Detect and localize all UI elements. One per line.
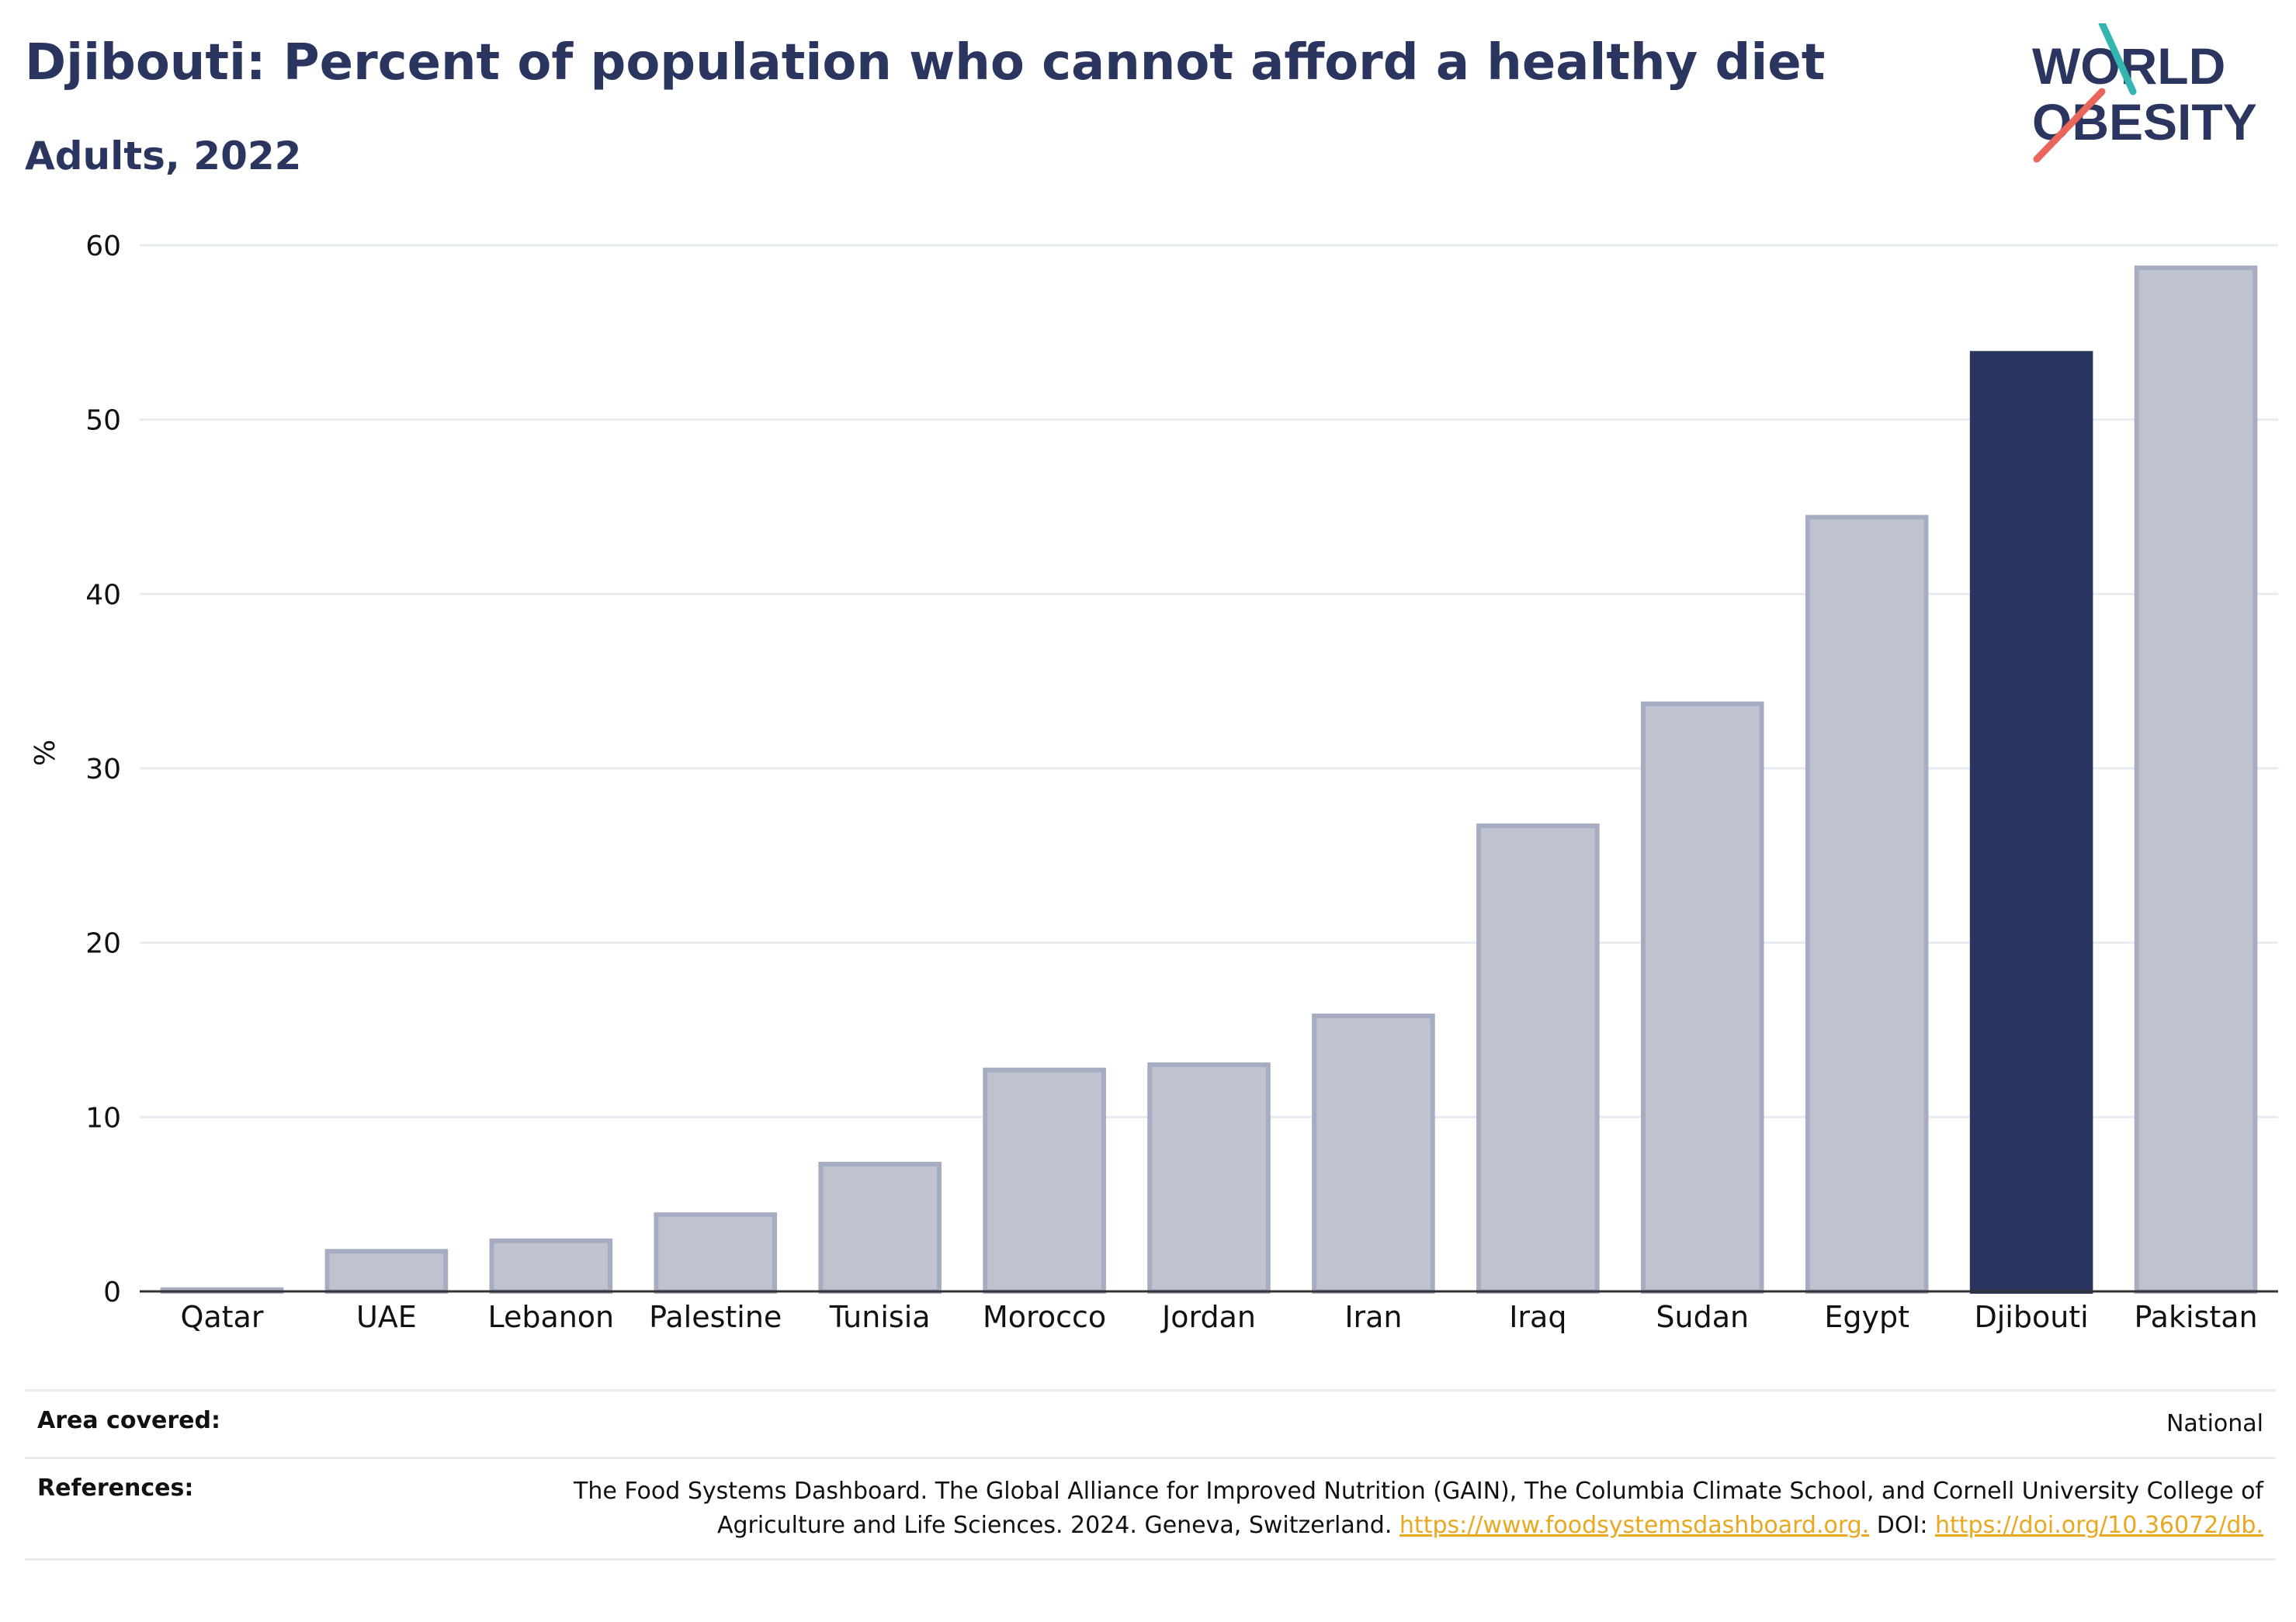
area-covered-row: Area covered: National <box>25 1389 2276 1457</box>
y-tick-label: 30 <box>85 754 121 785</box>
x-tick-label: Palestine <box>649 1300 782 1334</box>
logo-coral-stroke <box>2033 88 2106 163</box>
axes: 0 10 20 30 40 50 60 Qatar UAE Lebanon Palestine Tun… <box>85 230 2278 1334</box>
doi-label: DOI: <box>1876 1512 1928 1539</box>
bar-lebanon <box>489 1238 613 1294</box>
bar-jordan <box>1147 1062 1271 1294</box>
references-value: The Food Systems Dashboard. The Global A… <box>497 1459 2276 1558</box>
y-tick-label: 20 <box>85 928 121 960</box>
bar-djibouti <box>1969 351 2093 1294</box>
dashboard-link[interactable]: https://www.foodsystemsdashboard.org. <box>1399 1512 1870 1539</box>
y-tick-label: 60 <box>85 230 121 262</box>
x-tick-label: Pakistan <box>2134 1300 2257 1334</box>
y-tick-label: 50 <box>85 405 121 437</box>
references-text: The Food Systems Dashboard. The Global A… <box>574 1478 2263 1539</box>
x-tick-label: Iran <box>1344 1300 1402 1334</box>
x-tick-label: Morocco <box>983 1300 1106 1334</box>
y-tick-label: 40 <box>85 579 121 611</box>
bars <box>160 265 2258 1294</box>
x-tick-label: Qatar <box>180 1300 263 1334</box>
bar-iraq <box>1476 823 1600 1294</box>
x-tick-label: Lebanon <box>487 1300 614 1334</box>
doi-link[interactable]: https://doi.org/10.36072/db. <box>1935 1512 2263 1539</box>
bar-morocco <box>983 1067 1106 1294</box>
area-covered-value: National <box>2166 1410 2263 1437</box>
bar-sudan <box>1640 701 1764 1294</box>
bar-pakistan <box>2134 265 2258 1294</box>
x-tick-label: Egypt <box>1824 1300 1909 1334</box>
y-axis-label: % <box>29 740 61 766</box>
x-tick-label: UAE <box>356 1300 417 1334</box>
bar-iran <box>1312 1014 1435 1294</box>
bar-egypt <box>1805 515 1929 1294</box>
y-tick-label: 10 <box>85 1102 121 1134</box>
x-tick-label: Iraq <box>1509 1300 1566 1334</box>
references-label: References: <box>37 1475 194 1502</box>
chart-subtitle: Adults, 2022 <box>25 133 302 178</box>
area-covered-label: Area covered: <box>37 1407 220 1434</box>
chart-footer: Area covered: National References: The F… <box>25 1389 2276 1561</box>
references-row: References: The Food Systems Dashboard. … <box>25 1457 2276 1561</box>
gridlines <box>140 244 2278 1118</box>
y-tick-label: 0 <box>103 1277 121 1308</box>
bar-palestine <box>654 1212 778 1294</box>
x-tick-label: Jordan <box>1160 1300 1256 1334</box>
bar-chart: 0 10 20 30 40 50 60 Qatar UAE Lebanon Palestine Tun… <box>29 230 2278 1334</box>
world-obesity-logo: WORLD OBESITY <box>2032 23 2257 163</box>
logo-teal-stroke <box>2098 23 2137 95</box>
x-tick-label: Tunisia <box>829 1300 931 1334</box>
bar-uae <box>324 1249 449 1294</box>
bar-tunisia <box>818 1161 942 1294</box>
chart-title: Djibouti: Percent of population who cann… <box>25 34 1826 92</box>
x-tick-label: Sudan <box>1656 1300 1749 1334</box>
x-tick-label: Djibouti <box>1974 1300 2088 1334</box>
